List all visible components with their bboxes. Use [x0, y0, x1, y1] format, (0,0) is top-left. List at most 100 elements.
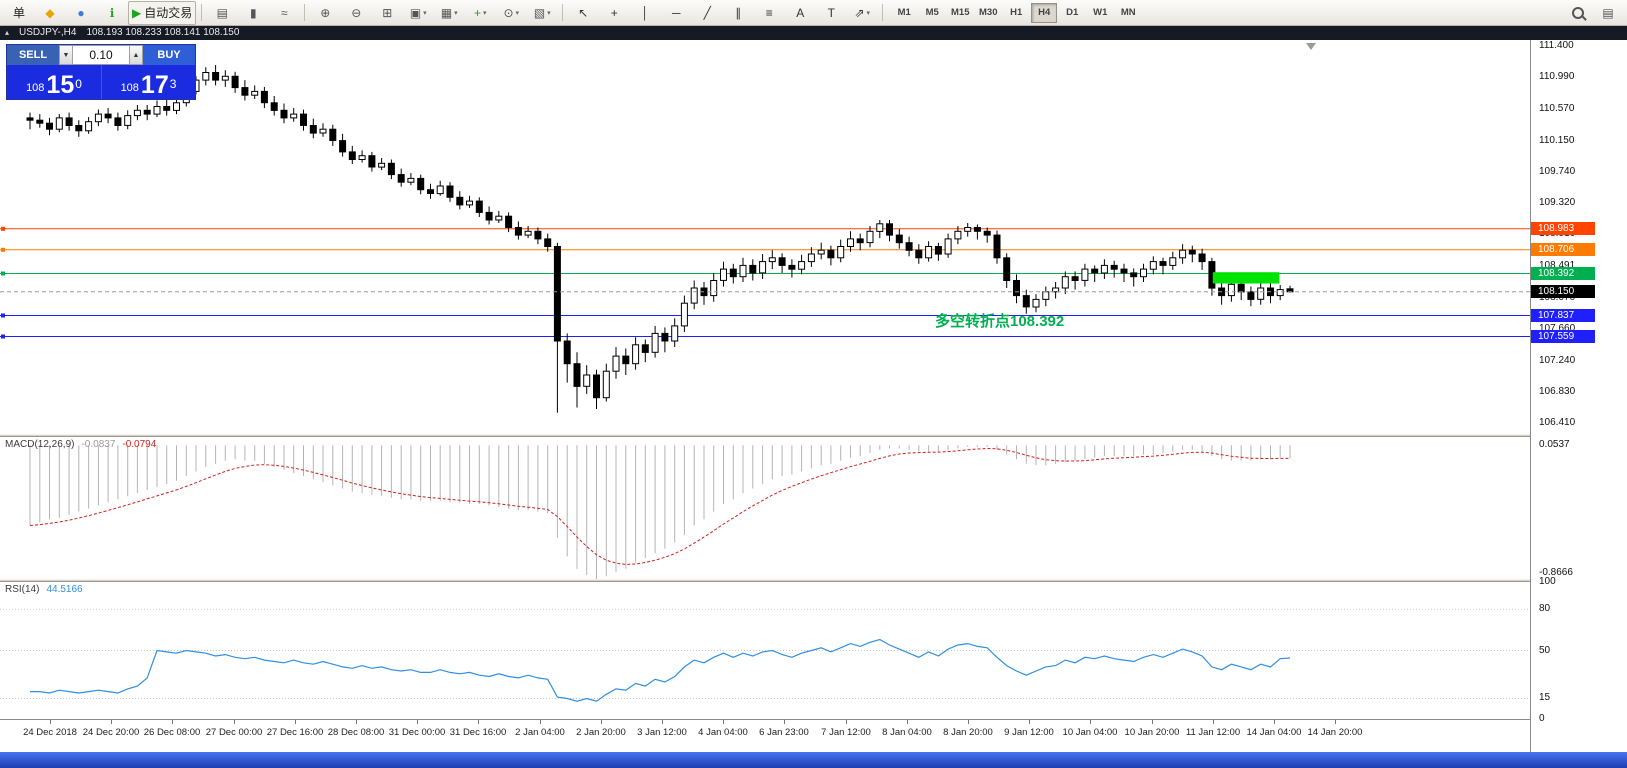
- info-icon[interactable]: ℹ: [97, 1, 127, 25]
- sell-price-big: 15: [46, 71, 75, 99]
- text-button[interactable]: A: [785, 1, 815, 25]
- price-axis-label: 110.150: [1539, 135, 1575, 146]
- timeframe-d1[interactable]: D1: [1066, 7, 1079, 18]
- vertical-line-button[interactable]: │: [630, 1, 660, 25]
- mql5-community-icon[interactable]: ◆: [35, 1, 65, 25]
- zoom-out-button[interactable]: ⊖: [341, 1, 371, 25]
- macd-panel[interactable]: MACD(12,26,9) -0.0837 -0.0794: [0, 437, 1530, 579]
- autotrading-glyph: ▶: [132, 5, 142, 20]
- rsi-chart[interactable]: [0, 582, 1530, 719]
- periods-button[interactable]: ⊙ ▾: [496, 1, 526, 25]
- highlight-rectangle[interactable]: [1212, 272, 1280, 284]
- candlestick-series[interactable]: [26, 65, 1294, 413]
- lot-size-input[interactable]: 0.10: [73, 45, 129, 65]
- price-tag: 108.392: [1531, 267, 1595, 280]
- chart-shift-marker: [1306, 43, 1316, 50]
- cascade-windows-button[interactable]: ▣ ▾: [403, 1, 433, 25]
- macd-chart[interactable]: [0, 437, 1530, 579]
- autotrading-button[interactable]: ▶ 自动交易: [128, 0, 197, 25]
- line-chart-style-glyph: ≈: [280, 5, 288, 20]
- trendline-button[interactable]: ╱: [692, 1, 722, 25]
- price-tag: 107.559: [1531, 330, 1595, 343]
- chart-title-bar: ▴ USDJPY-,H4 108.193 108.233 108.141 108…: [0, 26, 1627, 40]
- price-axis-label: 107.660: [1539, 323, 1576, 334]
- search-icon[interactable]: [1563, 1, 1593, 25]
- timeframe-m1[interactable]: M1: [897, 7, 911, 18]
- price-axis-label: 106.830: [1539, 386, 1576, 397]
- fibonacci-button[interactable]: ≡: [754, 1, 784, 25]
- panel-splitter[interactable]: [0, 434, 1627, 437]
- tile-windows-button[interactable]: ⊞: [372, 1, 402, 25]
- time-axis-tick: [111, 720, 112, 724]
- new-order-button[interactable]: 单: [4, 1, 34, 25]
- candlestick-chart[interactable]: [0, 40, 1530, 434]
- taskbar[interactable]: [0, 752, 1627, 768]
- price-axis-label: 110.570: [1539, 103, 1575, 114]
- timeframe-h4[interactable]: H4: [1031, 2, 1058, 23]
- templates-glyph: ▧: [533, 5, 546, 20]
- macd-histogram: [29, 445, 1291, 579]
- indicators-button[interactable]: + ▾: [465, 1, 495, 25]
- candlestick-style-button[interactable]: ▮: [238, 1, 268, 25]
- time-axis-tick: [1090, 720, 1091, 724]
- timeframe-h1[interactable]: H1: [1010, 7, 1023, 18]
- line-chart-style-button[interactable]: ≈: [269, 1, 299, 25]
- time-axis-label: 27 Dec 00:00: [205, 727, 263, 738]
- time-axis-tick: [478, 720, 479, 724]
- horizontal-line-button[interactable]: ─: [661, 1, 691, 25]
- time-axis-label: 14 Jan 20:00: [1307, 727, 1363, 738]
- price-axis[interactable]: 111.400 110.990 110.570 110.150 109.740 109.3…: [1530, 26, 1627, 752]
- timeframe-group: M1 M5 M15 M30 H1 H4 D1 W1 MN: [890, 2, 1142, 23]
- main-chart-panel[interactable]: 多空转折点108.392: [0, 40, 1530, 434]
- timeframe-m15[interactable]: M15: [951, 7, 970, 18]
- time-axis[interactable]: 24 Dec 2018 24 Dec 20:00 26 Dec 08:00 27 De…: [0, 719, 1530, 747]
- rsi-axis-label: 80: [1539, 603, 1551, 614]
- new-chart-button[interactable]: ▤: [1593, 1, 1623, 25]
- equidistant-channel-button[interactable]: ∥: [723, 1, 753, 25]
- cursor-button[interactable]: ↖: [568, 1, 598, 25]
- time-axis-tick: [784, 720, 785, 724]
- tile-windows-glyph: ⊞: [382, 5, 393, 20]
- buy-price-button[interactable]: 108 17 3: [101, 65, 195, 99]
- lot-increase-button[interactable]: ▲: [129, 45, 143, 65]
- timeframe-w1[interactable]: W1: [1093, 7, 1108, 18]
- bar-chart-style-button[interactable]: ▤: [207, 1, 237, 25]
- dropdown-arrow-icon: ▾: [866, 9, 871, 17]
- trendline-glyph: ╱: [703, 5, 711, 20]
- buy-button[interactable]: BUY: [143, 45, 195, 65]
- time-axis-tick: [907, 720, 908, 724]
- zoom-in-button[interactable]: ⊕: [310, 1, 340, 25]
- chart-symbol-timeframe: USDJPY-,H4: [19, 27, 77, 38]
- sell-button[interactable]: SELL: [7, 45, 59, 65]
- arrows-button[interactable]: ⇗ ▾: [847, 1, 877, 25]
- timeframe-m30[interactable]: M30: [979, 7, 998, 18]
- time-axis-label: 11 Jan 12:00: [1185, 727, 1241, 738]
- timeframe-m5[interactable]: M5: [925, 7, 939, 18]
- vertical-line-glyph: │: [641, 5, 650, 20]
- rsi-panel[interactable]: RSI(14) 44.5166: [0, 582, 1530, 719]
- arrange-windows-button[interactable]: ▦ ▾: [434, 1, 464, 25]
- arrows-glyph: ⇗: [854, 5, 865, 20]
- lot-decrease-button[interactable]: ▼: [59, 45, 73, 65]
- new-order-glyph: 单: [12, 6, 25, 20]
- time-axis-label: 2 Jan 04:00: [515, 727, 565, 738]
- dropdown-arrow-icon: ▾: [454, 9, 458, 17]
- chart-annotation-text[interactable]: 多空转折点108.392: [935, 313, 1065, 330]
- sell-price-button[interactable]: 108 15 0: [7, 65, 101, 99]
- accounts-icon-glyph: ●: [77, 5, 85, 20]
- toolbar-separator: [562, 4, 564, 21]
- zoom-in-glyph: ⊕: [320, 5, 331, 20]
- templates-button[interactable]: ▧ ▾: [527, 1, 557, 25]
- text-label-button[interactable]: T: [816, 1, 846, 25]
- macd-axis-label: -0.8666: [1539, 567, 1573, 578]
- crosshair-button[interactable]: +: [599, 1, 629, 25]
- accounts-icon[interactable]: ●: [66, 1, 96, 25]
- equidistant-channel-glyph: ∥: [735, 5, 742, 20]
- price-axis-label: 109.320: [1539, 197, 1576, 208]
- buy-price-pip: 3: [169, 77, 177, 91]
- panel-splitter[interactable]: [0, 579, 1627, 582]
- cursor-glyph: ↖: [578, 5, 589, 20]
- timeframe-mn[interactable]: MN: [1120, 7, 1136, 18]
- info-icon-glyph: ℹ: [109, 5, 115, 20]
- horizontal-line-objects[interactable]: [0, 226, 1530, 339]
